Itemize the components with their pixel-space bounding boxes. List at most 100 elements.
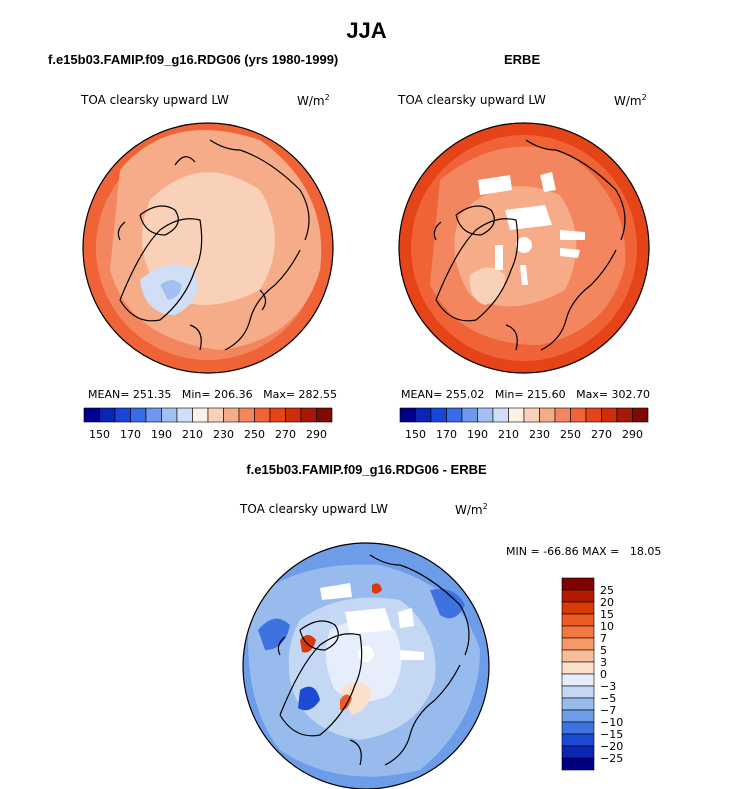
colorbar-erbe-tick-label: 250: [560, 428, 581, 441]
colorbar-diff-swatch: [561, 577, 595, 591]
colorbar-model-swatch: [161, 407, 178, 423]
colorbar-model-swatch: [130, 407, 147, 423]
colorbar-diff-swatch: [561, 685, 595, 699]
colorbar-erbe-swatch: [461, 407, 478, 423]
colorbar-diff-tick-label: 5: [600, 644, 607, 657]
colorbar-model-swatch: [316, 407, 333, 423]
colorbar-erbe-swatch: [554, 407, 571, 423]
colorbar-diff-swatch: [561, 589, 595, 603]
panel2-stats: MEAN= 255.02 Min= 215.60 Max= 302.70: [401, 388, 651, 401]
colorbar-erbe-swatch: [508, 407, 525, 423]
colorbar-erbe-swatch: [477, 407, 494, 423]
colorbar-model-tick-label: 270: [275, 428, 296, 441]
map-model-border: [82, 122, 334, 374]
colorbar-model-tick-label: 290: [306, 428, 327, 441]
map-diff-border: [242, 542, 490, 789]
colorbar-model-swatch: [99, 407, 116, 423]
colorbar-erbe-tick-label: 290: [622, 428, 643, 441]
colorbar-diff-swatch: [561, 673, 595, 687]
map-erbe-border: [398, 122, 650, 374]
colorbar-erbe: 150 170 190 210 230 250 270 290: [399, 407, 649, 441]
colorbar-model-swatch: [192, 407, 209, 423]
colorbar-erbe-swatch: [601, 407, 618, 423]
colorbar-erbe-swatch: [415, 407, 432, 423]
season-title: JJA: [346, 18, 387, 43]
colorbar-erbe-swatch: [632, 407, 649, 423]
panel2-units: W/m2: [614, 93, 647, 108]
colorbar-model-tick-label: 150: [89, 428, 110, 441]
colorbar-erbe-swatch: [570, 407, 587, 423]
colorbar-diff-tick-label: 20: [600, 596, 614, 609]
panel2-title: ERBE: [504, 52, 541, 67]
colorbar-diff-tick-label: −7: [600, 704, 616, 717]
panel1-variable: TOA clearsky upward LW: [81, 93, 229, 107]
panel3-variable: TOA clearsky upward LW: [240, 502, 388, 516]
colorbar-erbe-swatch: [585, 407, 602, 423]
colorbar-erbe-tick-label: 170: [436, 428, 457, 441]
colorbar-model-swatch: [114, 407, 131, 423]
colorbar-model-swatch: [238, 407, 255, 423]
colorbar-diff-swatch: [561, 697, 595, 711]
colorbar-diff-swatch: [561, 625, 595, 639]
colorbar-diff-swatch: [561, 613, 595, 627]
panel2-units-base: W/m: [614, 94, 642, 108]
panel3-title: f.e15b03.FAMIP.f09_g16.RDG06 - ERBE: [246, 462, 487, 477]
colorbar-diff-tick-label: 7: [600, 632, 607, 645]
colorbar-diff-swatch: [561, 757, 595, 771]
colorbar-diff-tick-label: −20: [600, 740, 623, 753]
panel1-title: f.e15b03.FAMIP.f09_g16.RDG06 (yrs 1980-1…: [48, 52, 339, 67]
colorbar-erbe-swatch: [523, 407, 540, 423]
panel1-stats: MEAN= 251.35 Min= 206.36 Max= 282.55: [88, 388, 338, 401]
colorbar-diff-swatch: [561, 637, 595, 651]
panel3-units-exp: 2: [482, 502, 488, 511]
colorbar-model-swatch: [207, 407, 224, 423]
panel2-units-exp: 2: [641, 93, 647, 102]
colorbar-erbe-tick-label: 230: [529, 428, 550, 441]
colorbar-erbe-swatch: [616, 407, 633, 423]
colorbar-model-swatch: [145, 407, 162, 423]
colorbar-diff-tick-label: 15: [600, 608, 614, 621]
colorbar-diff-swatch: [561, 721, 595, 735]
colorbar-model-tick-label: 210: [182, 428, 203, 441]
colorbar-diff-tick-label: 25: [600, 584, 614, 597]
map-diff-field: [243, 543, 489, 789]
colorbar-model-tick-label: 190: [151, 428, 172, 441]
panel3-stats: MIN = -66.86 MAX = 18.05: [506, 545, 662, 558]
colorbar-erbe-tick-label: 150: [405, 428, 426, 441]
colorbar-diff-tick-label: 3: [600, 656, 607, 669]
colorbar-model-swatch: [176, 407, 193, 423]
colorbar-model-tick-label: 170: [120, 428, 141, 441]
colorbar-model-swatch: [83, 407, 100, 423]
panel3-units-base: W/m: [455, 503, 483, 517]
panel1-units: W/m2: [297, 93, 330, 108]
colorbar-model-tick-label: 230: [213, 428, 234, 441]
panel2-variable: TOA clearsky upward LW: [398, 93, 546, 107]
colorbar-model-swatch: [285, 407, 302, 423]
colorbar-diff-tick-label: −10: [600, 716, 623, 729]
colorbar-model-tick-label: 250: [244, 428, 265, 441]
colorbar-diff-tick-label: −25: [600, 752, 623, 765]
colorbar-erbe-tick-label: 270: [591, 428, 612, 441]
colorbar-erbe-swatch: [430, 407, 447, 423]
colorbar-erbe-swatch: [399, 407, 416, 423]
colorbar-diff-swatch: [561, 661, 595, 675]
panel1-units-base: W/m: [297, 94, 325, 108]
panel3-units: W/m2: [455, 502, 488, 517]
colorbar-model-swatch: [300, 407, 317, 423]
panel1-units-exp: 2: [324, 93, 330, 102]
colorbar-diff-tick-label: 0: [600, 668, 607, 681]
colorbar-diff-tick-label: −3: [600, 680, 616, 693]
colorbar-diff-tick-label: −15: [600, 728, 623, 741]
map-model-field: [83, 123, 333, 373]
colorbar-erbe-tick-label: 210: [498, 428, 519, 441]
colorbar-diff-swatch: [561, 733, 595, 747]
colorbar-model-swatch: [223, 407, 240, 423]
colorbar-erbe-swatch: [492, 407, 509, 423]
map-erbe-field: [399, 123, 649, 373]
colorbar-diff-swatch: [561, 745, 595, 759]
colorbar-diff-swatch: [561, 649, 595, 663]
colorbar-erbe-tick-label: 190: [467, 428, 488, 441]
colorbar-model-swatch: [254, 407, 271, 423]
colorbar-erbe-swatch: [446, 407, 463, 423]
